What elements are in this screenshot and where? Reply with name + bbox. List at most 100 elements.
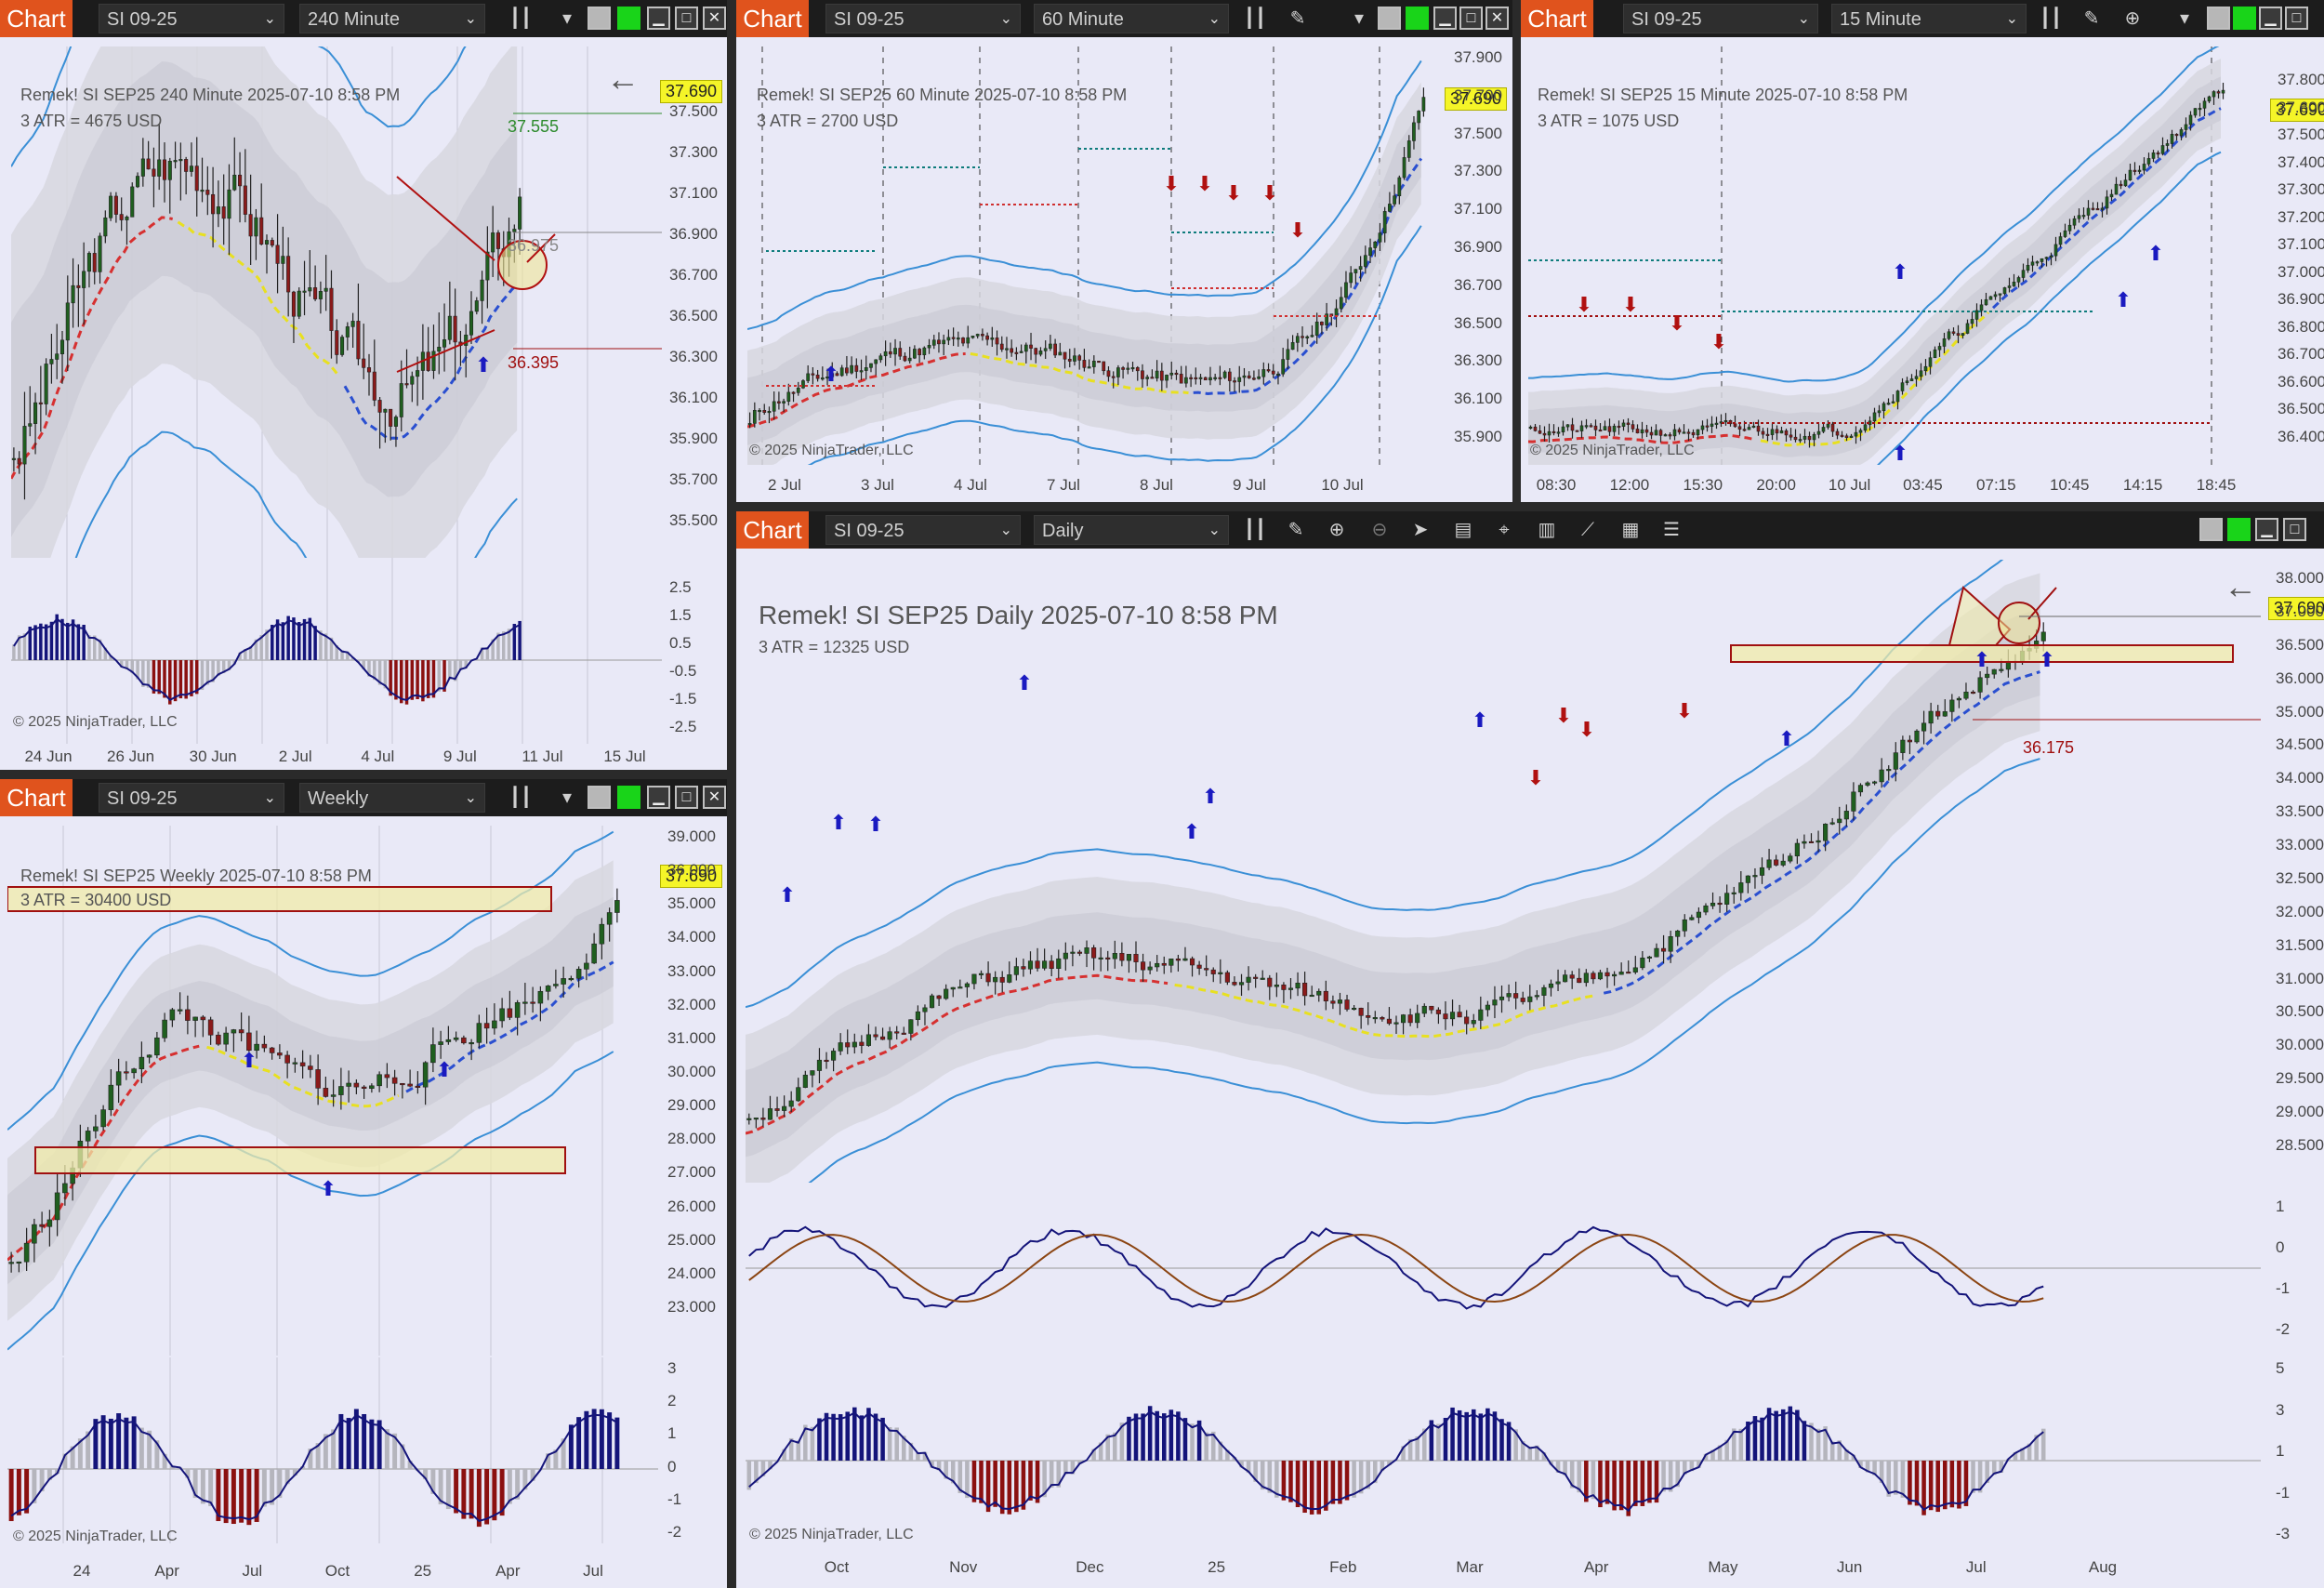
interval-selector[interactable]: 15 Minute ⌄ <box>1831 4 2027 33</box>
zoom-in-icon[interactable]: ⊕ <box>2124 8 2141 29</box>
link-green-button[interactable] <box>2233 7 2256 30</box>
price-axis[interactable]: 39.000 36.000 35.000 34.000 33.000 32.000 31.0… <box>662 826 727 1356</box>
strategies-icon[interactable]: ⟋ <box>1581 520 1594 540</box>
indicators-icon[interactable]: ▥ <box>1538 520 1556 540</box>
interval-selector[interactable]: 60 Minute ⌄ <box>1034 4 1229 33</box>
back-arrow-icon[interactable]: ← <box>2224 567 2257 605</box>
histogram-bar <box>346 1418 351 1469</box>
bar-type-icon[interactable]: ┃┃ <box>2039 8 2063 29</box>
oscillator-panel[interactable] <box>7 1357 658 1543</box>
pencil-icon[interactable]: ✎ <box>1287 520 1304 540</box>
candle-body <box>937 339 941 345</box>
zoom-out-icon[interactable]: ⊖ <box>1371 520 1388 540</box>
instrument-selector[interactable]: SI 09-25 ⌄ <box>825 4 1021 33</box>
chevron-down-icon[interactable]: ▾ <box>561 787 573 808</box>
candle-body <box>1802 435 1807 440</box>
price-panel[interactable]: ⬆ ⬆ ⬆ <box>7 826 658 1356</box>
chevron-down-icon[interactable]: ▾ <box>1353 8 1365 29</box>
zoom-in-icon[interactable]: ⊕ <box>1328 520 1345 540</box>
price-axis[interactable]: 37.500 37.300 37.100 36.900 36.700 36.500 36.3… <box>664 102 727 558</box>
oscillator-axis-2[interactable]: 5 3 1 -1 -3 <box>2270 1354 2324 1549</box>
properties-icon[interactable]: ▦ <box>1621 520 1640 540</box>
link-green-button[interactable] <box>617 786 640 809</box>
minimize-button[interactable]: ▁ <box>2255 518 2278 541</box>
oscillator-panel-2[interactable] <box>746 1354 2261 1549</box>
oscillator-panel[interactable] <box>11 558 662 744</box>
candle-body <box>1618 972 1624 975</box>
oscillator-axis-1[interactable]: 1 0 -1 -2 <box>2270 1184 2324 1352</box>
chart-menu-button[interactable]: Chart <box>1521 0 1593 37</box>
time-axis[interactable]: 2 Jul 3 Jul 4 Jul 7 Jul 8 Jul 9 Jul 10 Jul <box>747 472 1445 498</box>
maximize-button[interactable]: □ <box>2285 7 2308 30</box>
candle-body <box>2081 215 2086 218</box>
bar-type-icon[interactable]: ┃┃ <box>508 787 533 808</box>
upper-envelope-line <box>10 0 495 167</box>
candle-body <box>1161 962 1167 966</box>
minimize-button[interactable]: ▁ <box>2259 7 2282 30</box>
list-icon[interactable]: ☰ <box>1663 520 1680 540</box>
link-green-button[interactable] <box>2227 518 2251 541</box>
chart-menu-button[interactable]: Chart <box>736 511 809 549</box>
price-axis[interactable]: 38.000 37.000 36.500 36.000 35.000 34.500 34.0… <box>2270 560 2324 1183</box>
price-panel[interactable]: ⬇ ⬇ ⬇ ⬇ ⬇ ⬆ <box>746 46 1445 496</box>
candle-body <box>1612 973 1618 977</box>
histogram-bar <box>1190 1423 1195 1461</box>
oscillator-axis[interactable]: 3 2 1 0 -1 -2 <box>662 1357 727 1543</box>
chart-menu-button[interactable]: Chart <box>736 0 809 37</box>
crosshair-icon[interactable]: ⌖ <box>1499 520 1510 540</box>
link-grey-button[interactable] <box>1378 7 1401 30</box>
instrument-selector[interactable]: SI 09-25 ⌄ <box>825 515 1021 545</box>
maximize-button[interactable]: □ <box>675 786 698 809</box>
price-axis[interactable]: 37.800 37.600 37.500 37.400 37.300 37.200 37.1… <box>2272 46 2324 465</box>
close-button[interactable]: ✕ <box>1486 7 1509 30</box>
data-box-icon[interactable]: ▤ <box>1454 520 1472 540</box>
close-button[interactable]: ✕ <box>703 786 726 809</box>
link-green-button[interactable] <box>1406 7 1429 30</box>
pointer-icon[interactable]: ➤ <box>1412 520 1429 540</box>
time-axis[interactable]: 24 Apr Jul Oct 25 Apr Jul <box>7 1558 658 1584</box>
chevron-down-icon[interactable]: ▾ <box>561 8 573 29</box>
time-axis[interactable]: 24 Jun 26 Jun 30 Jun 2 Jul 4 Jul 9 Jul 11 Jul 1… <box>11 744 662 770</box>
price-panel[interactable]: ⬆ <box>9 0 662 694</box>
bar-type-icon[interactable]: ┃┃ <box>508 8 533 29</box>
chart-menu-button[interactable]: Chart <box>0 779 73 816</box>
instrument-selector[interactable]: SI 09-25 ⌄ <box>99 783 284 813</box>
candle-body <box>907 357 912 362</box>
instrument-selector[interactable]: SI 09-25 ⌄ <box>99 4 284 33</box>
interval-selector[interactable]: Weekly ⌄ <box>299 783 485 813</box>
candle-body <box>109 195 113 218</box>
maximize-button[interactable]: □ <box>675 7 698 30</box>
candle-body <box>1271 370 1275 375</box>
link-green-button[interactable] <box>617 7 640 30</box>
time-axis[interactable]: 08:30 12:00 15:30 20:00 10 Jul 03:45 07:15 10:4… <box>1528 472 2263 498</box>
close-button[interactable]: ✕ <box>703 7 726 30</box>
back-arrow-icon[interactable]: ← <box>606 60 640 98</box>
pencil-icon[interactable]: ✎ <box>1289 8 1306 29</box>
instrument-selector[interactable]: SI 09-25 ⌄ <box>1623 4 1818 33</box>
maximize-button[interactable]: □ <box>2283 518 2306 541</box>
link-grey-button[interactable] <box>2207 7 2230 30</box>
candle-body <box>1233 380 1236 383</box>
oscillator-axis[interactable]: 2.5 1.5 0.5 -0.5 -1.5 -2.5 <box>664 578 727 736</box>
interval-selector[interactable]: Daily ⌄ <box>1034 515 1229 545</box>
link-grey-button[interactable] <box>588 7 611 30</box>
minimize-button[interactable]: ▁ <box>647 786 670 809</box>
bar-type-icon[interactable]: ┃┃ <box>1243 520 1267 540</box>
chevron-down-icon[interactable]: ▾ <box>2179 8 2190 29</box>
bar-type-icon[interactable]: ┃┃ <box>1243 8 1267 29</box>
oscillator-panel-1[interactable] <box>746 1184 2261 1352</box>
chart-menu-button[interactable]: Chart <box>0 0 73 37</box>
minimize-button[interactable]: ▁ <box>647 7 670 30</box>
price-panel[interactable]: ⬆ ⬆ ⬆ ⬆ ⬆ ⬆ ⬆ ⬆ ⬆ ⬆ ⬇ ⬇ ⬇ ⬇ <box>745 544 2261 1222</box>
time-axis[interactable]: Oct Nov Dec 25 Feb Mar Apr May Jun Jul Aug <box>746 1555 2261 1582</box>
link-grey-button[interactable] <box>2199 518 2223 541</box>
histogram-bar <box>246 1469 252 1526</box>
interval-selector[interactable]: 240 Minute ⌄ <box>299 4 485 33</box>
minimize-button[interactable]: ▁ <box>1433 7 1457 30</box>
maximize-button[interactable]: □ <box>1459 7 1483 30</box>
price-panel[interactable]: ⬇ ⬇ ⬇ ⬇ ⬆ ⬆ ⬆ ⬆ <box>1527 44 2263 490</box>
link-grey-button[interactable] <box>588 786 611 809</box>
price-axis[interactable]: 37.900 37.700 37.500 37.300 37.100 36.900 36.7… <box>1448 46 1512 465</box>
pencil-icon[interactable]: ✎ <box>2083 8 2100 29</box>
candle-body <box>1169 959 1174 966</box>
